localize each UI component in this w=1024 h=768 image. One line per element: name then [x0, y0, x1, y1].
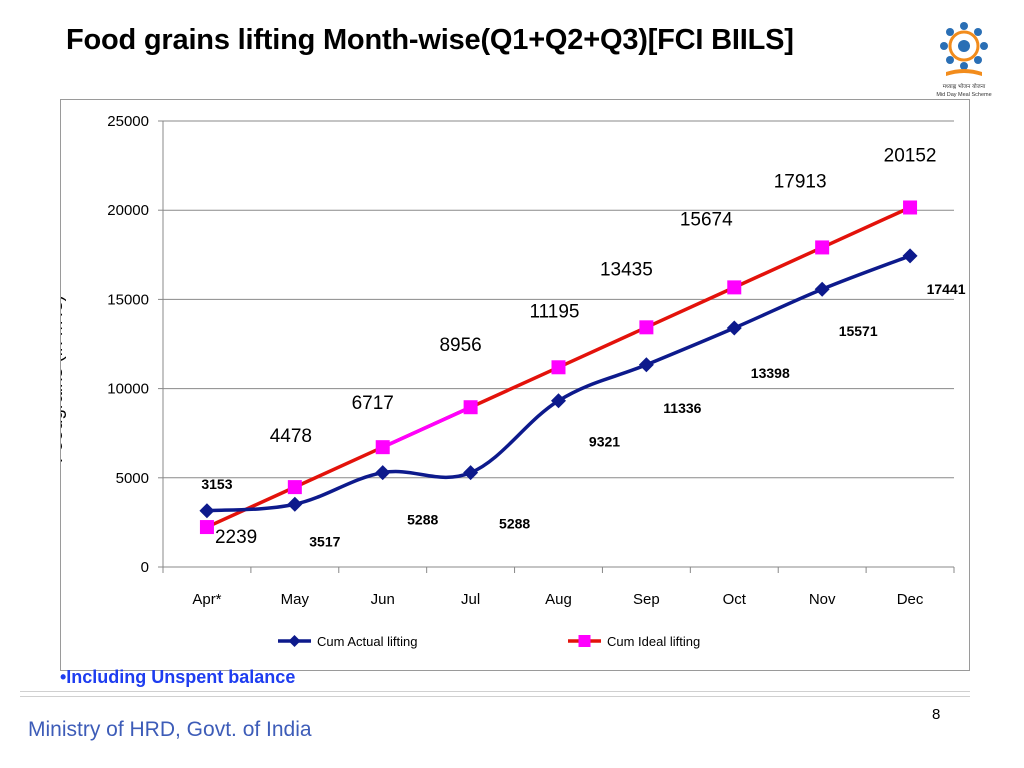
ideal-marker — [287, 480, 302, 495]
ideal-marker — [639, 320, 654, 335]
divider-line — [20, 691, 970, 692]
y-tick-label: 20000 — [107, 202, 149, 219]
footer-ministry: Ministry of HRD, Govt. of India — [28, 718, 312, 741]
x-tick-label: Jun — [371, 591, 395, 608]
ideal-marker — [463, 400, 478, 415]
data-label-cum-actual: 11336 — [663, 400, 701, 416]
actual-marker — [902, 248, 918, 264]
actual-marker — [375, 465, 391, 481]
x-tick-label: Nov — [809, 591, 836, 608]
ideal-marker — [903, 200, 918, 215]
ideal-marker — [815, 240, 830, 255]
actual-marker — [551, 393, 566, 409]
legend-marker-cum-actual — [288, 635, 301, 647]
actual-marker — [463, 465, 479, 481]
y-tick-label: 10000 — [107, 381, 149, 398]
data-label-cum-ideal: 6717 — [352, 393, 394, 414]
x-tick-label: May — [281, 591, 310, 608]
data-label-cum-actual: 3517 — [309, 533, 340, 549]
legend-marker-cum-ideal — [578, 635, 591, 647]
ideal-marker — [199, 520, 214, 535]
y-tick-label: 25000 — [107, 113, 149, 130]
actual-marker — [287, 496, 303, 512]
people-circle-icon — [940, 22, 988, 76]
actual-marker — [726, 320, 742, 336]
ideal-marker — [375, 440, 390, 455]
x-tick-label: Aug — [545, 591, 572, 608]
data-label-cum-actual: 13398 — [751, 365, 790, 381]
mid-day-meal-logo: मध्याह्न भोजन योजना Mid Day Meal Scheme — [928, 14, 1000, 104]
actual-marker — [199, 503, 215, 519]
divider-line — [20, 696, 970, 697]
data-label-cum-ideal: 4478 — [270, 426, 312, 447]
data-label-cum-actual: 9321 — [589, 434, 620, 450]
line-chart: 0 5000 10000 15000 20000 25000 Apr* May Jun Jul Au… — [61, 113, 966, 649]
data-label-cum-actual: 5288 — [499, 516, 530, 532]
data-label-cum-actual: 17441 — [927, 281, 966, 297]
actual-marker — [814, 281, 830, 297]
data-label-cum-ideal: 13435 — [600, 259, 653, 280]
footnote: •Including Unspent balance — [60, 667, 296, 687]
data-label-cum-actual: 15571 — [839, 323, 878, 339]
slide-title: Food grains lifting Month-wise(Q1+Q2+Q3)… — [66, 24, 794, 56]
data-label-cum-ideal: 8956 — [439, 335, 481, 356]
ideal-marker — [551, 360, 566, 375]
y-axis-title: Foodgrains (in MTs) — [61, 295, 67, 463]
logo-caption-hindi: मध्याह्न भोजन योजना — [943, 83, 986, 90]
series-line-cum-ideal-highlight — [381, 405, 472, 449]
data-label-cum-actual: 5288 — [407, 512, 438, 528]
chart-frame: 0 5000 10000 15000 20000 25000 Apr* May Jun Jul Au… — [60, 99, 970, 671]
legend-label-cum-actual: Cum Actual lifting — [317, 634, 417, 649]
logo-caption-english: Mid Day Meal Scheme — [936, 92, 991, 98]
x-tick-label: Dec — [897, 591, 924, 608]
data-label-cum-ideal: 20152 — [884, 145, 937, 166]
data-label-cum-ideal: 17913 — [774, 171, 827, 192]
data-label-cum-ideal: 2239 — [215, 527, 257, 548]
data-label-cum-ideal: 11195 — [529, 301, 579, 322]
x-tick-label: Apr* — [192, 591, 221, 608]
y-tick-label: 15000 — [107, 291, 149, 308]
x-tick-label: Jul — [461, 591, 480, 608]
ideal-marker — [727, 280, 742, 295]
data-label-cum-actual: 3153 — [201, 476, 232, 492]
x-tick-label: Oct — [723, 591, 747, 608]
y-tick-label: 0 — [141, 559, 149, 576]
data-label-cum-ideal: 15674 — [680, 209, 733, 230]
y-tick-label: 5000 — [116, 470, 149, 487]
page-number: 8 — [932, 706, 941, 723]
actual-marker — [638, 357, 654, 373]
x-tick-label: Sep — [633, 591, 660, 608]
legend-label-cum-ideal: Cum Ideal lifting — [607, 634, 700, 649]
series-line-cum-actual — [206, 254, 911, 513]
